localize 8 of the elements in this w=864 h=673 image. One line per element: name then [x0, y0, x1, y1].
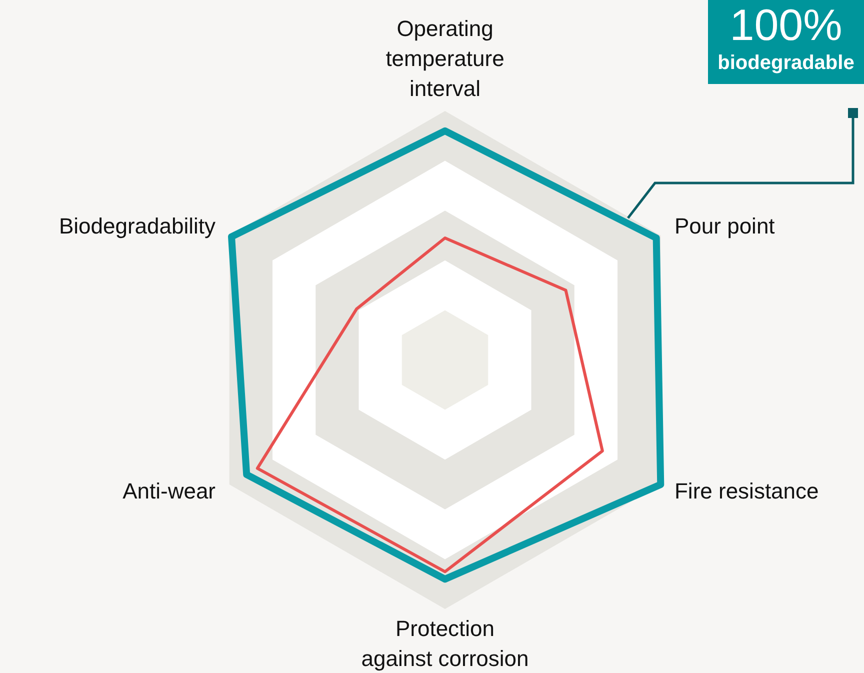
spoke-label: Biodegradability [58, 214, 216, 239]
spoke-label: Operating temperature interval [386, 16, 504, 102]
spoke-label: Anti-wear [122, 478, 216, 504]
text: 100% [728, 1, 844, 50]
spoke-label: Protection against corrosion [361, 616, 529, 672]
spoke-label: Fire resistance [674, 478, 819, 504]
text: biodegradable [716, 51, 856, 76]
spoke-label: Pour point [674, 214, 775, 239]
